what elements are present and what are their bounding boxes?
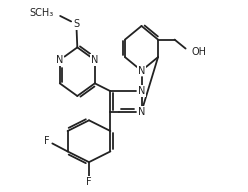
Text: N: N [138, 86, 145, 96]
Text: N: N [56, 55, 63, 65]
Text: N: N [138, 66, 145, 76]
Text: N: N [138, 107, 145, 117]
Text: F: F [44, 136, 50, 146]
Text: S: S [73, 19, 79, 29]
Text: N: N [91, 55, 98, 65]
Text: OH: OH [191, 47, 206, 57]
Text: F: F [86, 177, 92, 187]
Text: SCH₃: SCH₃ [30, 8, 54, 18]
